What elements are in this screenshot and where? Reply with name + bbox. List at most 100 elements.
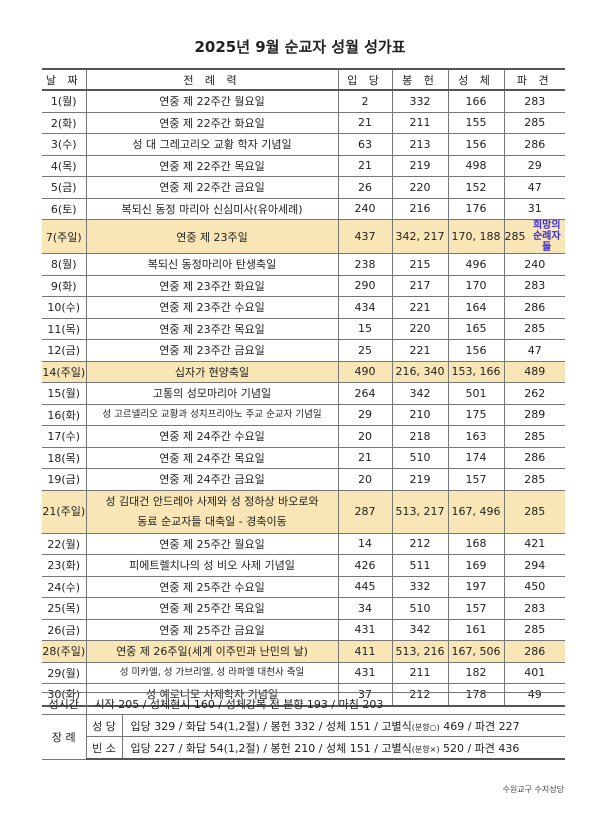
offertory-cell: 220 xyxy=(391,317,449,340)
entrance-cell: 14 xyxy=(337,532,393,555)
communion-cell: 496 xyxy=(447,253,505,276)
dismissal-cell: 286 xyxy=(503,446,565,469)
date-cell: 6(토) xyxy=(42,197,87,220)
communion-cell: 165 xyxy=(447,317,505,340)
dismissal-cell: 286 xyxy=(503,640,565,663)
date-cell: 23(화) xyxy=(42,554,87,577)
entrance-cell: 21 xyxy=(337,154,393,177)
liturgy-cell: 연중 제 23주간 수요일 xyxy=(85,296,339,319)
dismissal-cell: 401 xyxy=(503,661,565,684)
holy-hour-label: 성시간 xyxy=(42,692,87,715)
dismissal-cell: 283 xyxy=(503,274,565,297)
offertory-cell: 220 xyxy=(391,176,449,199)
header-date: 날 짜 xyxy=(42,68,87,91)
offertory-cell: 511 xyxy=(391,554,449,577)
communion-cell: 156 xyxy=(447,339,505,362)
liturgy-cell: 연중 제 22주간 화요일 xyxy=(85,111,339,134)
communion-cell: 175 xyxy=(447,403,505,426)
communion-cell: 152 xyxy=(447,176,505,199)
dismissal-cell: 285 희망의 순례자들 xyxy=(503,219,565,254)
entrance-cell: 15 xyxy=(337,317,393,340)
funeral-church-post: 469 / 파견 227 xyxy=(439,719,520,733)
header-dismissal: 파 견 xyxy=(503,68,565,91)
liturgy-cell: 연중 제 25주간 목요일 xyxy=(85,597,339,620)
entrance-cell: 431 xyxy=(337,661,393,684)
date-cell: 24(수) xyxy=(42,575,87,598)
offertory-cell: 510 xyxy=(391,597,449,620)
extra-table: 성시간 시작 205 / 성체현시 160 / 성체강복 전 분향 193 / … xyxy=(42,692,566,760)
date-cell: 21(주일) xyxy=(42,489,87,534)
dismissal-cell: 285 xyxy=(503,317,565,340)
entrance-cell: 287 xyxy=(337,489,393,534)
dismissal-cell: 294 xyxy=(503,554,565,577)
entrance-cell: 411 xyxy=(337,640,393,663)
table-row: 11(목) 연중 제 23주간 목요일 15 220 165 285 xyxy=(42,317,565,340)
entrance-cell: 21 xyxy=(337,111,393,134)
date-cell: 5(금) xyxy=(42,176,87,199)
offertory-cell: 221 xyxy=(391,296,449,319)
communion-cell: 161 xyxy=(447,618,505,641)
entrance-cell: 20 xyxy=(337,468,393,491)
table-row: 1(월) 연중 제 22주간 월요일 2 332 166 283 xyxy=(42,89,565,113)
date-cell: 12(금) xyxy=(42,339,87,362)
holy-hour-row: 성시간 시작 205 / 성체현시 160 / 성체강복 전 분향 193 / … xyxy=(42,692,566,715)
table-row: 8(월) 복되신 동정마리아 탄생축일 238 215 496 240 xyxy=(42,253,565,276)
dismissal-cell: 47 xyxy=(503,339,565,362)
offertory-cell: 342 xyxy=(391,618,449,641)
communion-cell: 197 xyxy=(447,575,505,598)
communion-cell: 164 xyxy=(447,296,505,319)
header-liturgy: 전 례 력 xyxy=(85,68,339,91)
communion-cell: 176 xyxy=(447,197,505,220)
offertory-cell: 211 xyxy=(391,661,449,684)
offertory-cell: 342 xyxy=(391,382,449,405)
communion-cell: 166 xyxy=(447,89,505,113)
communion-cell: 498 xyxy=(447,154,505,177)
header-communion: 성 체 xyxy=(447,68,505,91)
table-row: 29(월) 성 미카엘, 성 가브리엘, 성 라파엘 대천사 축일 431 211 18… xyxy=(42,661,565,684)
date-cell: 15(월) xyxy=(42,382,87,405)
offertory-cell: 342, 217 xyxy=(391,219,449,254)
entrance-cell: 25 xyxy=(337,339,393,362)
date-cell: 17(수) xyxy=(42,425,87,448)
liturgy-cell: 연중 제 24주간 목요일 xyxy=(85,446,339,469)
liturgy-cell: 성 미카엘, 성 가브리엘, 성 라파엘 대천사 축일 xyxy=(85,661,339,684)
dismissal-cell: 283 xyxy=(503,89,565,113)
offertory-cell: 513, 216 xyxy=(391,640,449,663)
date-cell: 18(목) xyxy=(42,446,87,469)
offertory-cell: 213 xyxy=(391,133,449,156)
date-cell: 9(화) xyxy=(42,274,87,297)
communion-cell: 174 xyxy=(447,446,505,469)
liturgy-cell: 고통의 성모마리아 기념일 xyxy=(85,382,339,405)
table-body: 1(월) 연중 제 22주간 월요일 2 332 166 283 2(화) 연중 제 22주간… xyxy=(42,89,565,707)
offertory-cell: 212 xyxy=(391,532,449,555)
communion-cell: 153, 166 xyxy=(447,360,505,383)
date-cell: 1(월) xyxy=(42,89,87,113)
hymn-schedule-table: 날 짜 전 례 력 입 당 봉 헌 성 체 파 견 1(월) 연중 제 22주간 … xyxy=(42,68,565,707)
liturgy-cell: 연중 제 24주간 금요일 xyxy=(85,468,339,491)
liturgy-cell: 연중 제 25주간 수요일 xyxy=(85,575,339,598)
funeral-church-pre: 입당 329 / 화답 54(1,2절) / 봉헌 332 / 성체 151 /… xyxy=(130,719,412,733)
dismissal-cell: 283 xyxy=(503,597,565,620)
dismissal-cell: 29 xyxy=(503,154,565,177)
funeral-church-text: 입당 329 / 화답 54(1,2절) / 봉헌 332 / 성체 151 /… xyxy=(121,714,566,737)
liturgy-cell: 피에트렐치나의 성 비오 사제 기념일 xyxy=(85,554,339,577)
overlay-annotation: 희망의 순례자들 xyxy=(532,220,561,253)
header-offertory: 봉 헌 xyxy=(391,68,449,91)
table-row: 16(화) 성 고르넬리오 교황과 성치프리아노 주교 순교자 기념일 29 210 1… xyxy=(42,403,565,426)
dismissal-cell: 289 xyxy=(503,403,565,426)
funeral-chapel-pre: 입당 227 / 화답 54(1,2절) / 봉헌 210 / 성체 151 /… xyxy=(130,741,412,755)
table-row: 18(목) 연중 제 24주간 목요일 21 510 174 286 xyxy=(42,446,565,469)
dismissal-cell: 286 xyxy=(503,296,565,319)
dismissal-cell: 489 xyxy=(503,360,565,383)
date-cell: 26(금) xyxy=(42,618,87,641)
offertory-cell: 513, 217 xyxy=(391,489,449,534)
offertory-cell: 221 xyxy=(391,339,449,362)
funeral-chapel-text: 입당 227 / 화답 54(1,2절) / 봉헌 210 / 성체 151 /… xyxy=(121,736,566,760)
table-row: 17(수) 연중 제 24주간 수요일 20 218 163 285 xyxy=(42,425,565,448)
entrance-cell: 238 xyxy=(337,253,393,276)
date-cell: 19(금) xyxy=(42,468,87,491)
liturgy-cell: 연중 제 22주간 목요일 xyxy=(85,154,339,177)
communion-cell: 501 xyxy=(447,382,505,405)
date-cell: 25(목) xyxy=(42,597,87,620)
table-row: 25(목) 연중 제 25주간 목요일 34 510 157 283 xyxy=(42,597,565,620)
